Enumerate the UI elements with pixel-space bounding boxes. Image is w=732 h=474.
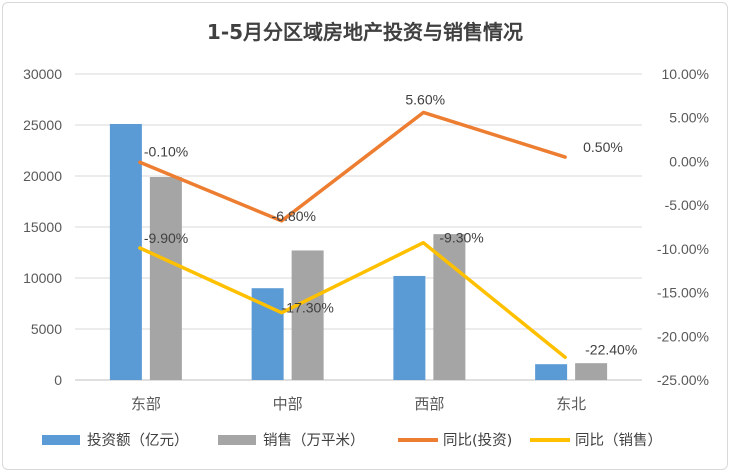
right-tick-label: 10.00% <box>662 66 709 82</box>
legend: 投资额（亿元） 销售（万平米） 同比(投资) 同比（销售） <box>42 432 662 449</box>
x-axis: 东部 中部 西部 东北 <box>131 395 586 413</box>
left-y-axis: 0 5000 10000 15000 20000 25000 30000 <box>23 66 62 388</box>
bar <box>291 250 324 380</box>
bar <box>433 234 466 380</box>
right-tick-label: -5.00% <box>665 197 709 213</box>
data-label: -22.40% <box>585 341 637 357</box>
left-tick-label: 0 <box>54 372 62 388</box>
right-tick-label: -20.00% <box>657 328 709 344</box>
legend-label: 同比（销售） <box>575 432 662 449</box>
left-tick-label: 5000 <box>31 321 62 337</box>
series-line <box>138 110 567 223</box>
data-label: 0.50% <box>583 139 623 155</box>
left-tick-label: 25000 <box>23 117 62 133</box>
right-tick-label: -15.00% <box>657 285 709 301</box>
right-tick-label: -25.00% <box>657 372 709 388</box>
chart-title: 1-5月分区域房地产投资与销售情况 <box>207 20 523 44</box>
data-label: -6.80% <box>272 208 316 224</box>
left-tick-label: 15000 <box>23 219 62 235</box>
bar <box>149 177 182 380</box>
category-label: 东部 <box>131 395 161 413</box>
legend-swatch <box>218 435 256 445</box>
data-label: -17.30% <box>282 300 334 316</box>
data-label: -0.10% <box>144 143 188 159</box>
right-tick-label: 0.00% <box>669 153 709 169</box>
series-line <box>138 240 567 360</box>
lines <box>138 110 567 360</box>
legend-label: 销售（万平米） <box>263 432 365 449</box>
bar <box>109 123 142 380</box>
bar <box>535 364 568 380</box>
left-tick-label: 10000 <box>23 270 62 286</box>
data-label: -9.30% <box>439 230 483 246</box>
data-labels: -0.10% -6.80% 5.60% 0.50% -9.90% -17.30% -9.30… <box>144 91 637 357</box>
left-tick-label: 30000 <box>23 66 62 82</box>
category-label: 西部 <box>414 395 444 413</box>
data-label: -9.90% <box>144 230 188 246</box>
right-y-axis: -25.00% -20.00% -15.00% -10.00% -5.00% 0.00% 5… <box>657 66 709 388</box>
bar <box>393 275 426 380</box>
legend-swatch <box>42 435 80 445</box>
category-label: 中部 <box>273 395 303 413</box>
bar <box>575 363 608 380</box>
legend-label: 同比(投资) <box>443 432 512 449</box>
bar <box>251 288 284 380</box>
bars <box>109 123 608 380</box>
right-tick-label: -10.00% <box>657 241 709 257</box>
category-label: 东北 <box>556 395 586 413</box>
data-label: 5.60% <box>405 91 445 107</box>
left-tick-label: 20000 <box>23 168 62 184</box>
legend-label: 投资额（亿元） <box>87 432 189 449</box>
right-tick-label: 5.00% <box>669 110 709 126</box>
